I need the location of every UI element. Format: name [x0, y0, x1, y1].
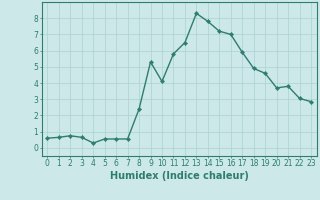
X-axis label: Humidex (Indice chaleur): Humidex (Indice chaleur) — [110, 171, 249, 181]
